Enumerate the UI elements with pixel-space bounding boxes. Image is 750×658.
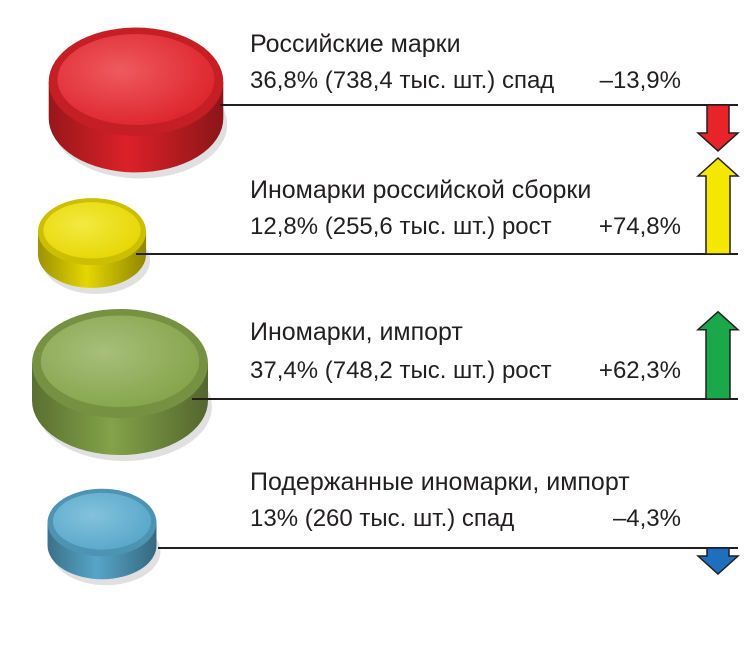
change-label: –13,9% [600,67,681,94]
trend-label: спад [455,505,514,532]
category-stats: 13% (260 тыс. шт.) спад [250,505,514,532]
category-stats: 36,8% (738,4 тыс. шт.) спад [250,67,554,94]
change-label: +62,3% [599,357,681,384]
arrow-down-icon [696,104,740,152]
change-label: +74,8% [599,213,681,240]
category-row: Подержанные иномарки, импорт 13% (260 тыс… [47,468,740,586]
share-label: 37,4% [250,357,318,384]
share-disc [32,308,212,462]
category-stats: 12,8% (255,6 тыс. шт.) рост [250,213,552,240]
change-label: –4,3% [613,505,681,532]
share-disc [48,27,228,179]
category-name: Российские марки [250,30,461,58]
arrow-up-icon [696,310,740,400]
share-disc [47,488,161,586]
category-row: Российские марки 36,8% (738,4 тыс. шт.) с… [48,27,740,179]
share-disc [37,198,151,294]
count-label: (748,2 тыс. шт.) [318,357,495,384]
trend-label: рост [495,213,551,240]
count-label: (738,4 тыс. шт.) [318,67,495,94]
share-label: 12,8% [250,213,318,240]
arrow-down-icon [696,547,740,576]
share-label: 36,8% [250,67,318,94]
trend-label: спад [495,67,554,94]
category-row: Иномарки российской сборки 12,8% (255,6 т… [37,156,740,294]
share-label: 13% [250,505,298,532]
category-stats: 37,4% (748,2 тыс. шт.) рост [250,357,552,384]
chart-rows: Российские марки 36,8% (738,4 тыс. шт.) с… [32,27,740,586]
count-label: (260 тыс. шт.) [298,505,455,532]
category-row: Иномарки, импорт 37,4% (748,2 тыс. шт.) р… [32,308,740,462]
category-name: Иномарки, импорт [250,318,463,346]
count-label: (255,6 тыс. шт.) [318,213,495,240]
trend-label: рост [495,357,551,384]
category-name: Иномарки российской сборки [250,176,591,204]
category-name: Подержанные иномарки, импорт [250,468,630,496]
arrow-up-icon [696,156,740,255]
